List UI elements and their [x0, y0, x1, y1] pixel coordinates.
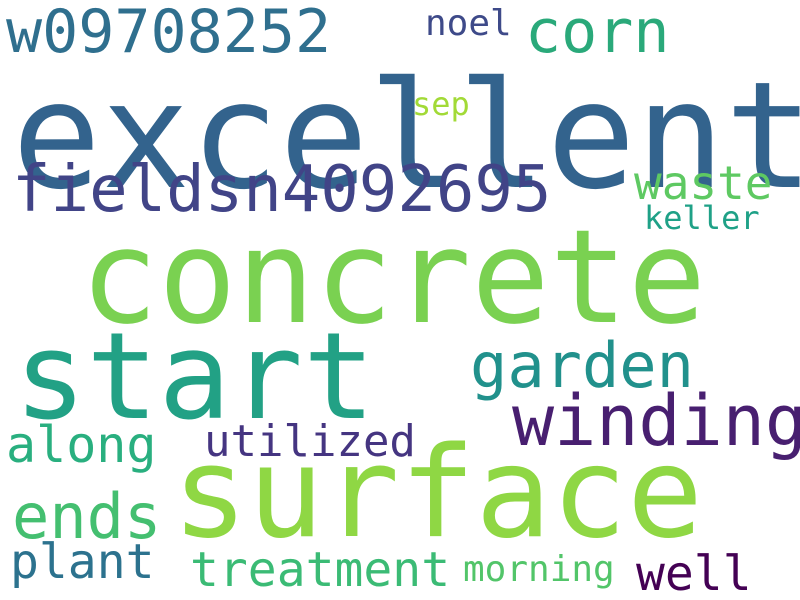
word-waste: waste	[634, 156, 773, 210]
word-noel: noel	[425, 3, 512, 44]
word-w09708252: w09708252	[6, 0, 332, 67]
word-start: start	[14, 308, 376, 447]
word-morning: morning	[463, 549, 615, 590]
word-corn: corn	[525, 0, 670, 67]
word-sep: sep	[412, 85, 470, 123]
word-keller: keller	[644, 199, 760, 237]
word-treatment: treatment	[190, 542, 451, 598]
word-garden: garden	[470, 329, 694, 402]
word-well: well	[636, 546, 752, 600]
word-concrete: concrete	[80, 201, 707, 353]
word-ends: ends	[12, 480, 162, 553]
word-plant: plant	[10, 534, 155, 590]
word-utilized: utilized	[204, 416, 416, 467]
word-fieldsn4092695: fieldsn4092695	[12, 153, 552, 227]
word-surface: surface	[172, 419, 704, 566]
word-winding: winding	[512, 380, 800, 462]
word-excellent: excellent	[12, 50, 800, 222]
word-along: along	[6, 416, 157, 474]
